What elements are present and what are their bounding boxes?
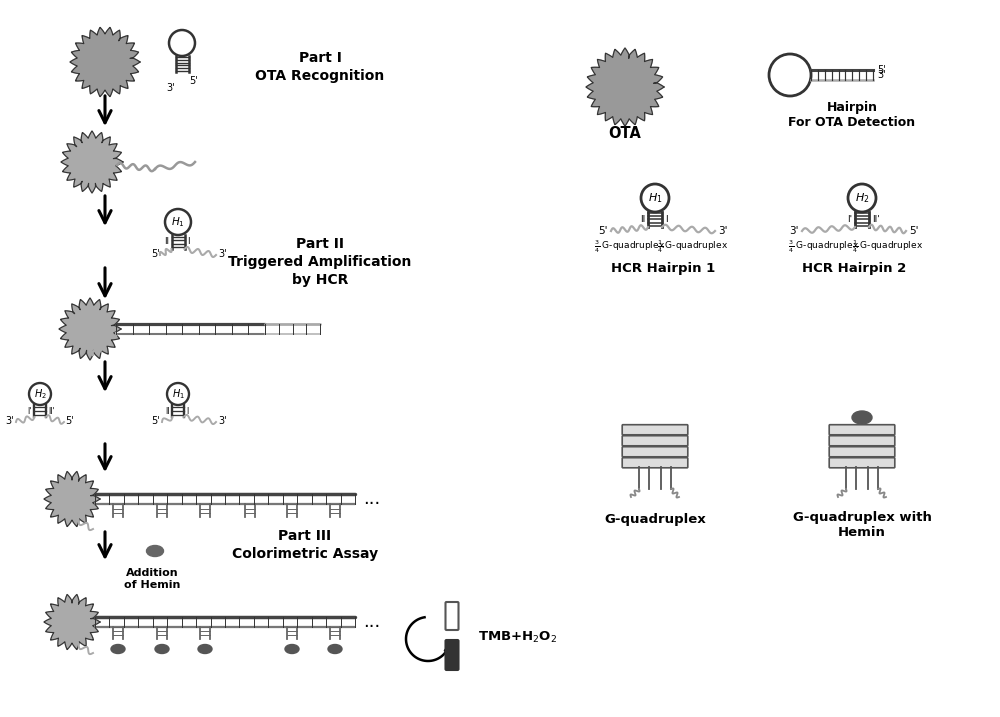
- Text: 3': 3': [6, 416, 14, 426]
- Polygon shape: [59, 298, 121, 360]
- Text: $H_2$: $H_2$: [855, 191, 869, 205]
- Text: 3': 3': [219, 416, 227, 426]
- Text: Part III
Colorimetric Assay: Part III Colorimetric Assay: [232, 529, 378, 561]
- FancyBboxPatch shape: [622, 447, 688, 457]
- Text: HCR Hairpin 2: HCR Hairpin 2: [802, 262, 906, 275]
- Text: $\frac{1}{4}$ G-quadruplex: $\frac{1}{4}$ G-quadruplex: [852, 239, 924, 255]
- Text: OTA: OTA: [609, 125, 641, 141]
- Text: $H_1$: $H_1$: [172, 387, 184, 401]
- Ellipse shape: [146, 546, 164, 556]
- FancyBboxPatch shape: [829, 424, 895, 435]
- Text: 5': 5': [152, 249, 160, 259]
- Text: II: II: [640, 215, 645, 224]
- Ellipse shape: [111, 645, 125, 653]
- Text: 3': 3': [718, 226, 728, 236]
- Text: 5': 5': [598, 226, 608, 236]
- Text: 5': 5': [66, 416, 74, 426]
- FancyBboxPatch shape: [829, 457, 895, 467]
- Text: 5': 5': [877, 65, 886, 75]
- Ellipse shape: [328, 645, 342, 653]
- Text: II': II': [48, 407, 55, 415]
- Text: II: II: [164, 237, 169, 247]
- Text: $H_2$: $H_2$: [34, 387, 46, 401]
- FancyBboxPatch shape: [622, 457, 688, 467]
- Ellipse shape: [852, 411, 872, 424]
- Text: $H_1$: $H_1$: [648, 191, 662, 205]
- Polygon shape: [44, 471, 100, 526]
- Text: HCR Hairpin 1: HCR Hairpin 1: [611, 262, 715, 275]
- Text: I: I: [186, 407, 188, 415]
- Text: ...: ...: [363, 490, 381, 508]
- Polygon shape: [586, 48, 664, 126]
- Text: Part I
OTA Recognition: Part I OTA Recognition: [255, 51, 385, 83]
- Text: G-quadruplex with
Hemin: G-quadruplex with Hemin: [793, 511, 931, 539]
- Text: 3': 3': [219, 249, 227, 259]
- Polygon shape: [70, 27, 140, 97]
- FancyBboxPatch shape: [622, 436, 688, 446]
- FancyBboxPatch shape: [829, 447, 895, 457]
- Text: G-quadruplex: G-quadruplex: [604, 513, 706, 526]
- Text: TMB+H$_2$O$_2$: TMB+H$_2$O$_2$: [478, 630, 557, 645]
- Text: 3': 3': [877, 70, 886, 80]
- Text: Part II
Triggered Amplification
by HCR: Part II Triggered Amplification by HCR: [228, 237, 412, 288]
- Text: I: I: [187, 237, 190, 247]
- Ellipse shape: [285, 645, 299, 653]
- Text: 3': 3': [166, 83, 175, 93]
- Text: Addition
of Hemin: Addition of Hemin: [124, 568, 180, 590]
- Text: Hairpin
For OTA Detection: Hairpin For OTA Detection: [788, 100, 916, 130]
- Ellipse shape: [198, 645, 212, 653]
- Text: ...: ...: [363, 613, 381, 631]
- Text: I': I': [847, 215, 852, 224]
- Text: $\frac{3}{4}$ G-quadruplex: $\frac{3}{4}$ G-quadruplex: [788, 239, 860, 255]
- Text: 5': 5': [189, 76, 198, 86]
- FancyBboxPatch shape: [446, 602, 458, 630]
- Polygon shape: [44, 594, 100, 650]
- FancyBboxPatch shape: [622, 424, 688, 435]
- Text: II': II': [872, 215, 880, 224]
- Text: I: I: [665, 215, 668, 224]
- Text: 5': 5': [909, 226, 919, 236]
- Text: $\frac{3}{4}$ G-quadruplex: $\frac{3}{4}$ G-quadruplex: [594, 239, 666, 255]
- Text: $\frac{1}{4}$ G-quadruplex: $\frac{1}{4}$ G-quadruplex: [657, 239, 729, 255]
- Polygon shape: [61, 131, 123, 193]
- Text: II: II: [166, 407, 170, 415]
- Text: I': I': [28, 407, 32, 415]
- Text: 3': 3': [789, 226, 799, 236]
- Ellipse shape: [155, 645, 169, 653]
- FancyBboxPatch shape: [829, 436, 895, 446]
- FancyBboxPatch shape: [446, 640, 458, 670]
- Text: 5': 5': [152, 416, 160, 426]
- Text: $H_1$: $H_1$: [171, 215, 185, 229]
